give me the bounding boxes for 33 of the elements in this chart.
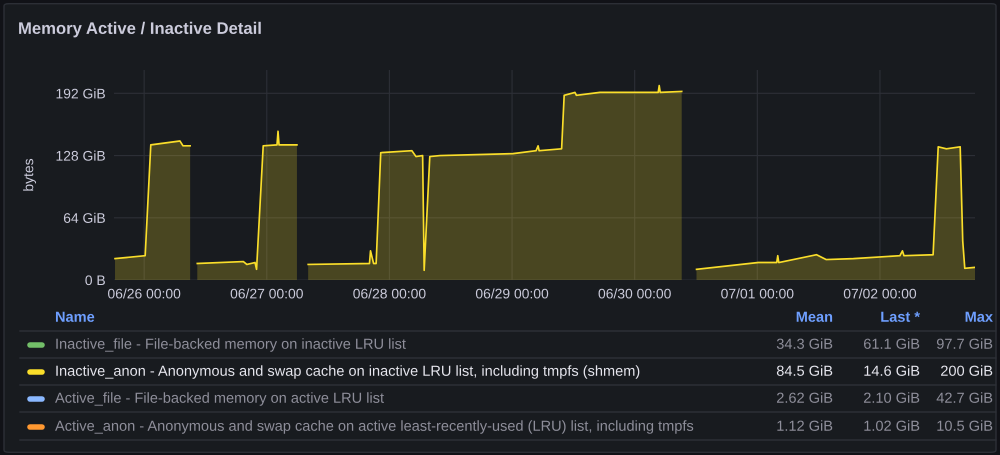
x-tick-label: 06/28 00:00: [353, 288, 426, 299]
chart-title: Memory Active / Inactive Detail: [19, 22, 261, 38]
text: 1.12 GiB: [777, 420, 832, 431]
x-tick-label: 07/02 00:00: [844, 288, 916, 299]
text: 1.02 GiB: [864, 420, 920, 431]
text: Last *: [881, 312, 920, 322]
text: 14.6 GiB: [864, 365, 920, 376]
x-tick-label: 06/26 00:00: [108, 288, 180, 299]
text: 97.7 GiB: [936, 338, 992, 349]
legend-label: Inactive_file - File-backed memory on inactive LRU list: [56, 338, 406, 352]
y-tick-label: 0 B: [85, 275, 105, 286]
text: Max: [966, 312, 993, 322]
text: Name: [56, 312, 94, 322]
x-tick-label: 07/01 00:00: [721, 288, 794, 299]
text: 2.62 GiB: [776, 392, 832, 403]
y-axis-title: bytes: [23, 158, 36, 191]
x-tick-label: 06/27 00:00: [230, 288, 303, 299]
text: 84.5 GiB: [776, 365, 832, 376]
text: 200 GiB: [941, 365, 992, 376]
text: 42.7 GiB: [936, 392, 992, 403]
text: 2.10 GiB: [864, 392, 920, 403]
x-tick-label: 06/30 00:00: [598, 288, 671, 299]
legend-label: Inactive_anon - Anonymous and swap cache on inactive LRU list, including tmpfs (shmem): [56, 365, 640, 379]
text: Mean: [796, 312, 832, 322]
legend-label: Active_file - File-backed memory on active LRU list: [55, 392, 384, 406]
text: 34.3 GiB: [776, 338, 832, 349]
y-tick-label: 128 GiB: [56, 150, 105, 161]
y-tick-label: 64 GiB: [64, 212, 105, 223]
x-tick-label: 06/29 00:00: [476, 288, 548, 299]
legend-label: Active_anon - Anonymous and swap cache on active least-recently-used (LRU) list, including tmpfs: [55, 420, 694, 434]
text: 10.5 GiB: [937, 420, 992, 431]
text: 61.1 GiB: [864, 338, 920, 349]
y-tick-label: 192 GiB: [56, 88, 105, 99]
